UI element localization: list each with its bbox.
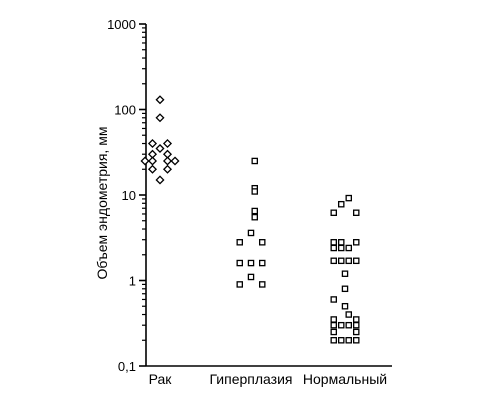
data-point-square xyxy=(337,337,345,344)
data-point-square xyxy=(247,273,255,281)
data-point-square xyxy=(341,302,349,310)
data-point-diamond xyxy=(155,95,165,105)
data-point-square xyxy=(345,337,352,344)
y-axis-title: Объем эндометрия, мм xyxy=(94,127,110,280)
data-point-square xyxy=(330,209,337,217)
data-point-square xyxy=(345,321,352,329)
data-point-square xyxy=(330,328,337,336)
data-point-diamond xyxy=(162,139,173,149)
data-point-square xyxy=(337,321,345,329)
data-point-square xyxy=(352,337,360,344)
data-point-square xyxy=(337,200,345,208)
axes xyxy=(145,24,392,367)
data-point-square xyxy=(330,337,337,344)
data-point-square xyxy=(330,316,337,323)
data-point-diamond xyxy=(147,164,158,174)
x-category-label: Гиперплазия xyxy=(210,371,293,387)
data-point-square xyxy=(341,285,349,293)
data-point-square xyxy=(345,311,352,318)
data-point-diamond xyxy=(155,175,165,185)
data-point-square xyxy=(251,157,258,165)
data-point-square xyxy=(352,328,360,336)
data-point-square xyxy=(330,296,337,303)
y-tick-label: 1000 xyxy=(107,17,136,32)
data-point-square xyxy=(330,244,337,252)
data-point-square xyxy=(337,239,345,246)
data-point-diamond xyxy=(155,113,165,123)
data-point-diamond xyxy=(162,156,173,166)
x-category-label: Нормальный xyxy=(303,371,387,387)
data-point-square xyxy=(236,259,243,267)
data-point-square xyxy=(341,270,349,277)
data-point-square xyxy=(337,257,345,265)
data-point-square xyxy=(352,257,360,265)
y-tick-label: 10 xyxy=(122,188,136,203)
data-point-square xyxy=(352,209,360,217)
data-point-square xyxy=(251,207,258,215)
data-point-square xyxy=(352,321,360,329)
data-point-square xyxy=(251,188,258,195)
data-point-square xyxy=(236,281,243,288)
data-point-square xyxy=(258,239,266,246)
data-point-square xyxy=(330,257,337,265)
y-tick-label: 1 xyxy=(129,274,136,289)
data-point-square xyxy=(352,239,360,246)
data-point-square xyxy=(330,321,337,329)
data-point-diamond xyxy=(140,156,150,166)
data-point-diamond xyxy=(147,139,158,149)
data-point-square xyxy=(258,259,266,267)
data-point-square xyxy=(258,281,266,288)
x-category-label: Рак xyxy=(149,371,173,387)
data-point-square xyxy=(345,194,352,202)
data-point-square xyxy=(352,316,360,323)
labels: Рак Гиперплазия Нормальный Объем эндометрия… xyxy=(94,127,387,387)
y-tick-label: 100 xyxy=(114,103,136,118)
data-point-square xyxy=(337,244,345,252)
data-point-square xyxy=(251,213,258,221)
y-tick-label: 0,1 xyxy=(118,359,136,374)
data-point-square xyxy=(345,257,352,265)
y-ticks: 0,1 1 10 100 1000 xyxy=(107,17,146,374)
data-point-square xyxy=(345,244,352,252)
data-points xyxy=(140,95,360,344)
data-point-diamond xyxy=(162,164,173,174)
data-point-diamond xyxy=(155,143,165,154)
data-point-square xyxy=(247,259,255,267)
data-point-diamond xyxy=(147,156,158,166)
data-point-square xyxy=(330,239,337,246)
data-point-diamond xyxy=(170,156,180,166)
data-point-square xyxy=(236,239,243,246)
data-point-square xyxy=(247,229,255,237)
